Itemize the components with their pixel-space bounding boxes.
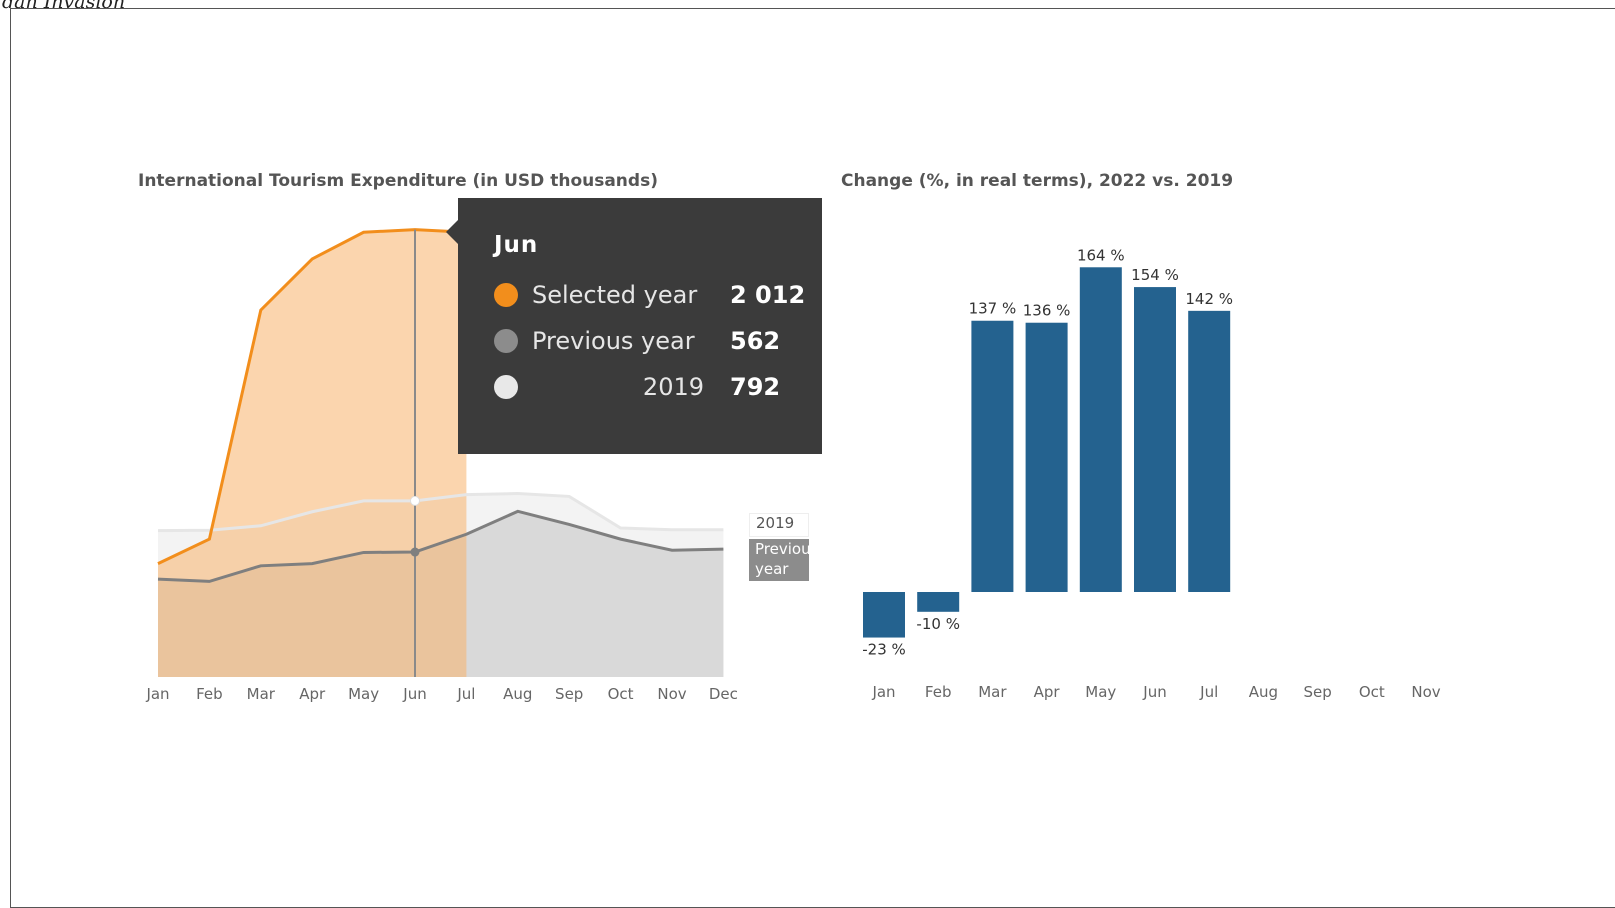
x-tick-label: Oct bbox=[608, 685, 634, 703]
x-tick-label: Nov bbox=[1411, 683, 1440, 701]
hover-tooltip: Jun Selected year 2 012 Previous year 56… bbox=[446, 198, 822, 454]
x-tick-label: Jun bbox=[402, 685, 426, 703]
area-chart[interactable]: Jan Feb Mar Apr May Jun Jul Aug Sep Oct Nov Dec bbox=[0, 0, 800, 720]
x-tick-label: Sep bbox=[1303, 683, 1331, 701]
tooltip-label: 2019 bbox=[642, 373, 704, 401]
x-tick-label: Aug bbox=[503, 685, 532, 703]
bar-jun bbox=[1134, 287, 1176, 592]
data-label: 142 % bbox=[1185, 290, 1233, 308]
previous-year-dot-icon bbox=[494, 329, 518, 353]
x-tick-label: Aug bbox=[1249, 683, 1278, 701]
x-tick-label: Nov bbox=[657, 685, 686, 703]
x-tick-label: Feb bbox=[196, 685, 223, 703]
marker-2019 bbox=[410, 495, 420, 506]
2019-dot-icon bbox=[494, 375, 518, 399]
x-tick-label: May bbox=[348, 685, 379, 703]
tooltip-row-previous-year: Previous year 562 bbox=[494, 318, 822, 364]
bar-may bbox=[1079, 267, 1122, 592]
legend-2019: 2019 bbox=[749, 513, 809, 537]
line-previous-year bbox=[157, 509, 724, 583]
x-tick-label: Oct bbox=[1359, 683, 1385, 701]
tooltip-row-2019: 2019 792 bbox=[494, 364, 822, 410]
marker-previous-year bbox=[410, 547, 420, 557]
x-tick-label: Apr bbox=[299, 685, 326, 703]
area-chart-title: International Tourism Expenditure (in US… bbox=[138, 171, 658, 191]
tooltip-value: 562 bbox=[730, 327, 781, 355]
x-tick-label: Apr bbox=[1034, 683, 1061, 701]
area-selected-year bbox=[158, 229, 467, 677]
line-2019 bbox=[157, 492, 724, 533]
selected-year-dot-icon bbox=[494, 283, 518, 307]
data-label: 136 % bbox=[1023, 302, 1071, 320]
x-tick-label: Jun bbox=[1142, 683, 1166, 701]
legend-previous-year: Previous year bbox=[749, 539, 809, 581]
tooltip-value: 792 bbox=[730, 373, 781, 401]
x-tick-label: Mar bbox=[247, 685, 276, 703]
bar-jul bbox=[1188, 310, 1231, 592]
bar-chart[interactable]: -23 % Jan -10 % Feb 137 % Mar 136 % Apr 164 % May… bbox=[0, 0, 1615, 720]
x-tick-label: Jan bbox=[145, 685, 169, 703]
bar-mar bbox=[971, 320, 1014, 592]
bar-chart-title: Change (%, in real terms), 2022 vs. 2019 bbox=[841, 171, 1234, 191]
x-tick-label: Mar bbox=[978, 683, 1007, 701]
bar-jan bbox=[863, 592, 905, 638]
x-tick-label: Sep bbox=[555, 685, 583, 703]
data-label: 164 % bbox=[1077, 246, 1125, 264]
tooltip-value: 2 012 bbox=[730, 281, 806, 309]
bar-feb bbox=[917, 592, 960, 612]
data-label: -10 % bbox=[916, 615, 960, 633]
x-tick-label: Jul bbox=[456, 685, 475, 703]
data-label: -23 % bbox=[862, 641, 906, 659]
x-tick-label: Jan bbox=[871, 683, 895, 701]
x-tick-label: May bbox=[1085, 683, 1116, 701]
tooltip-row-selected-year: Selected year 2 012 bbox=[494, 272, 822, 318]
tooltip-label: Previous year bbox=[532, 327, 695, 355]
data-label: 137 % bbox=[969, 300, 1017, 318]
tooltip-label: Selected year bbox=[532, 281, 698, 309]
x-tick-label: Dec bbox=[709, 685, 738, 703]
bar-apr bbox=[1025, 322, 1068, 592]
x-tick-label: Jul bbox=[1199, 683, 1218, 701]
data-label: 154 % bbox=[1131, 266, 1179, 284]
x-tick-label: Feb bbox=[925, 683, 952, 701]
tooltip-title: Jun bbox=[494, 232, 539, 258]
